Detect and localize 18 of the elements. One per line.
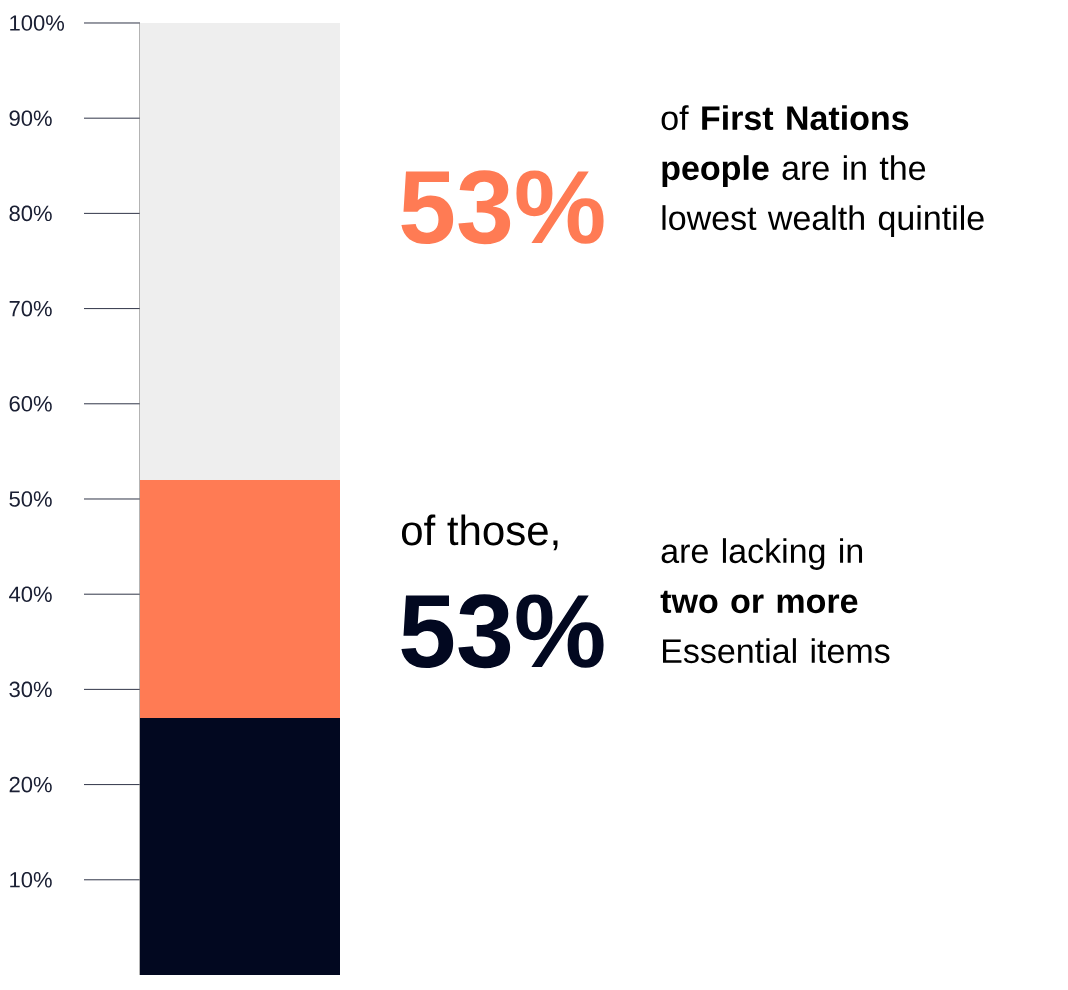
y-tick-label: 10% (10, 871, 52, 888)
y-tick-label: 40% (9, 586, 52, 602)
y-tick-label: 100% (10, 15, 65, 31)
text: of First Nations people are in the lowest wealth quintile (661, 105, 984, 237)
text: 53% (401, 170, 604, 245)
bar (140, 22, 340, 480)
y-tick-label: 20% (9, 776, 52, 793)
y-tick-label: 50% (9, 491, 52, 507)
y-tick-label: 80% (9, 205, 52, 222)
bar (140, 717, 340, 975)
bar (140, 479, 340, 718)
text: 53% (401, 594, 604, 669)
y-tick-label: 90% (9, 110, 52, 126)
y-tick-label: 60% (9, 395, 52, 412)
text: of those, (401, 514, 558, 551)
text: are lacking in two or more Essential items (660, 538, 890, 664)
y-tick-label: 30% (9, 681, 52, 698)
y-tick-label: 70% (9, 300, 52, 317)
